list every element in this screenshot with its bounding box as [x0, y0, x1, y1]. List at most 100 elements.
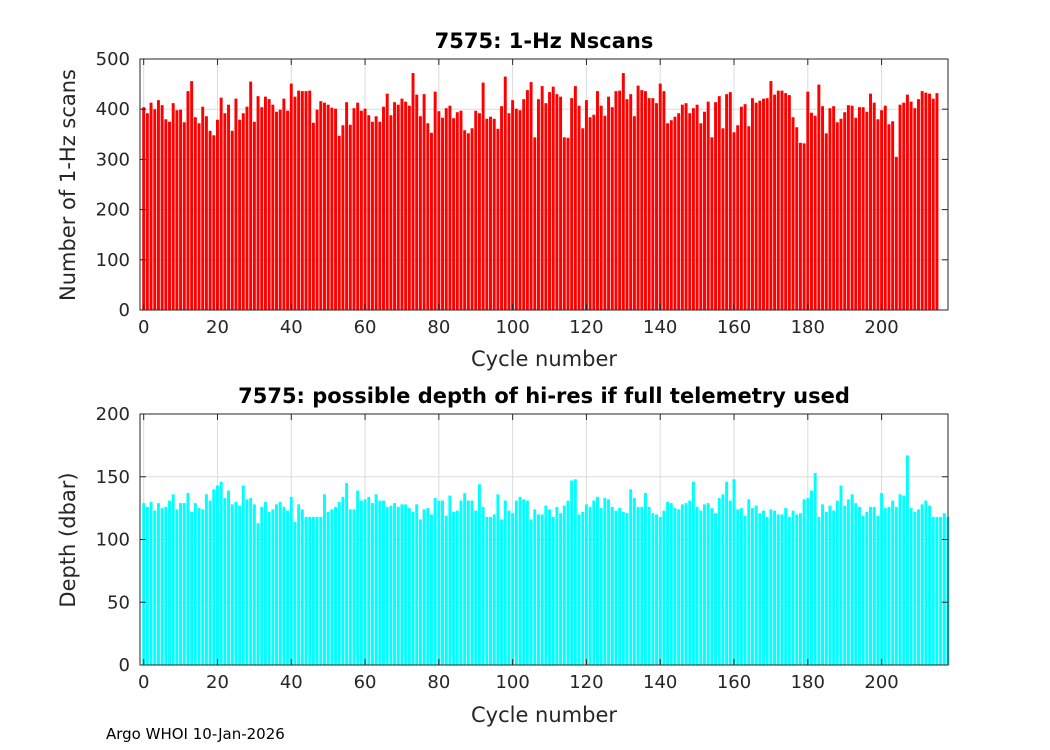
footer-credit: Argo WHOI 10-Jan-2026 [106, 725, 285, 743]
top-axes-frame [139, 58, 949, 311]
bottom-bar [640, 506, 644, 665]
top-bar [898, 104, 902, 311]
top-bar [832, 106, 836, 310]
top-bar [234, 98, 238, 310]
bottom-bar [902, 495, 906, 665]
bottom-bar [481, 506, 485, 665]
bottom-bar [286, 510, 290, 665]
top-bar [278, 109, 282, 310]
bottom-bar [861, 515, 865, 665]
bottom-bar [939, 516, 943, 665]
bottom-bar [201, 509, 205, 665]
bottom-bar [529, 519, 533, 665]
top-bar [773, 94, 777, 310]
top-bar [382, 106, 385, 310]
bottom-bar [485, 516, 489, 665]
top-bar [341, 125, 345, 310]
top-bar [658, 83, 662, 310]
top-bar [551, 86, 555, 310]
top-bar [470, 128, 474, 310]
bottom-bar [452, 511, 456, 665]
top-bar [492, 118, 496, 311]
bottom-bar [787, 516, 791, 665]
top-bar [323, 102, 326, 310]
bottom-bar [846, 499, 850, 665]
top-xtick-label: 160 [717, 317, 751, 338]
top-bar [426, 123, 430, 310]
bottom-bar [913, 511, 917, 665]
top-bar [636, 85, 640, 310]
bottom-bar [714, 513, 718, 665]
top-ytick-label: 300 [96, 149, 130, 170]
top-bar [175, 110, 179, 310]
top-bar [511, 100, 515, 310]
bottom-bar [570, 480, 574, 665]
bottom-bar [658, 516, 662, 665]
top-xtick-label: 60 [354, 317, 377, 338]
top-bar [182, 122, 186, 310]
top-bar [474, 110, 478, 311]
top-bar [732, 132, 736, 310]
top-bar [765, 98, 769, 310]
bottom-bar [496, 494, 500, 665]
bottom-bar [717, 498, 721, 665]
top-bar [245, 106, 249, 310]
bottom-bar [677, 509, 681, 665]
top-bar [880, 110, 884, 310]
top-chart-xlabel: Cycle number [471, 347, 617, 371]
bottom-bar [297, 504, 301, 665]
bottom-bar [739, 508, 743, 666]
bottom-ytick-label: 150 [96, 467, 130, 488]
bottom-bar [514, 500, 518, 665]
bottom-bar [548, 509, 552, 665]
top-bar [573, 86, 577, 310]
bottom-bar [625, 513, 629, 665]
bottom-bar [278, 501, 282, 665]
top-bar [717, 96, 721, 311]
top-bar [444, 108, 448, 310]
top-bar [584, 100, 588, 310]
bottom-bar [924, 500, 928, 665]
top-bar [769, 81, 773, 310]
bottom-bar [260, 506, 264, 665]
top-bar [562, 137, 566, 310]
bottom-bar [315, 516, 319, 665]
bottom-bar [525, 500, 529, 665]
top-chart-title: 7575: 1-Hz Nscans [435, 29, 654, 53]
bottom-bar [179, 503, 183, 665]
top-bar [621, 73, 625, 310]
bottom-bar [374, 494, 378, 665]
top-bar [795, 127, 799, 311]
bottom-bar [227, 490, 231, 665]
top-bar [905, 94, 909, 310]
bottom-bar [489, 516, 492, 665]
top-bar [909, 101, 913, 310]
bottom-bar [920, 504, 924, 665]
top-bar [319, 101, 323, 310]
bottom-chart-title: 7575: possible depth of hi-res if full t… [238, 384, 850, 408]
bottom-bar [621, 511, 625, 665]
bottom-bar [562, 505, 566, 665]
top-bar [703, 111, 706, 311]
bottom-bar [441, 500, 445, 665]
bottom-bar [703, 504, 706, 665]
bottom-bar [334, 506, 338, 665]
bottom-bar [931, 516, 935, 665]
top-bar [404, 101, 408, 310]
bottom-bar [404, 504, 408, 665]
bottom-bar [647, 506, 651, 665]
top-bar [876, 119, 880, 311]
top-bar [507, 113, 511, 310]
top-bar [429, 132, 433, 310]
top-bar [415, 94, 419, 310]
bottom-ytick-label: 0 [119, 655, 130, 676]
top-bar [743, 104, 747, 311]
top-bar [725, 94, 729, 310]
bottom-bar [559, 513, 563, 665]
top-bar [787, 95, 791, 310]
bottom-xtick-label: 160 [717, 672, 751, 693]
top-bar [917, 99, 920, 310]
top-bar [286, 110, 290, 311]
top-bar [514, 108, 518, 310]
bottom-bar [577, 514, 581, 665]
